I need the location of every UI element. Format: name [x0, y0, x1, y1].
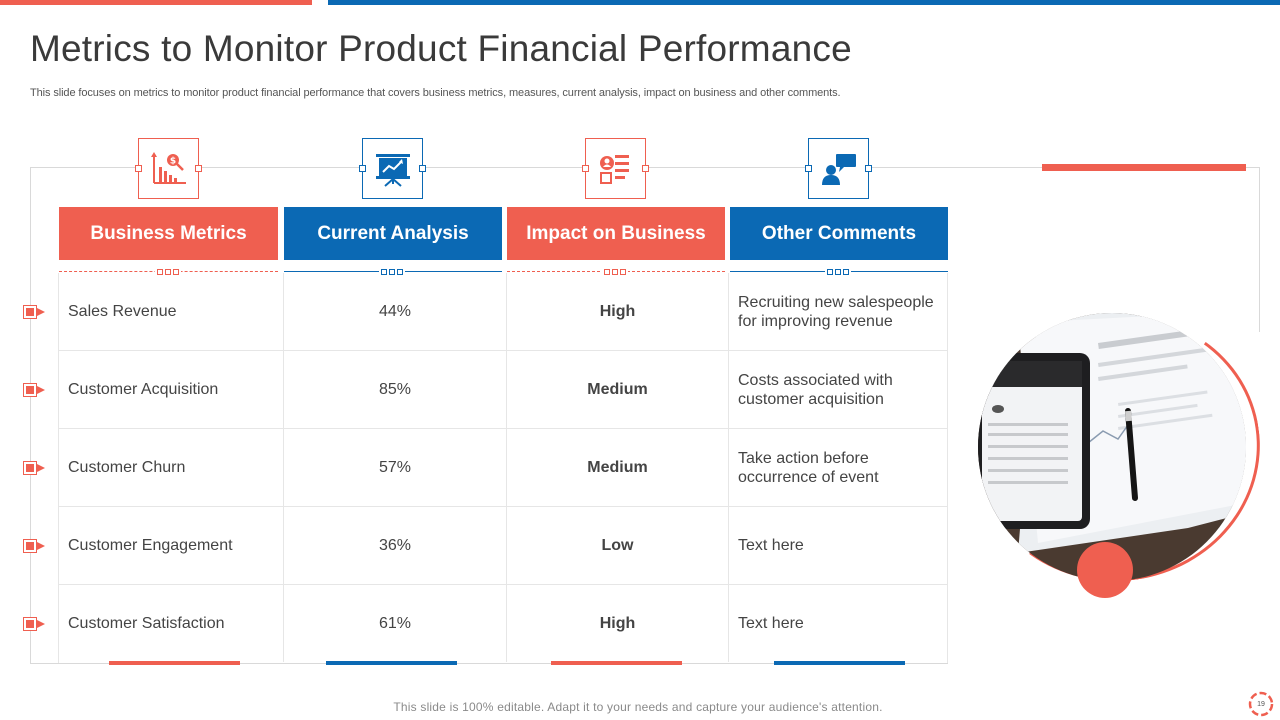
top-accent-bar-blue [328, 0, 1280, 5]
analysis-cell: 44% [283, 273, 506, 350]
impact-cell: High [506, 585, 728, 662]
comment-cell: Costs associated with customer acquisiti… [728, 351, 947, 428]
decorative-accent-bar [1042, 164, 1246, 171]
comment-cell: Text here [728, 507, 947, 584]
header-divider-dots [379, 269, 405, 275]
metric-cell: Sales Revenue [68, 302, 177, 320]
slide-subtitle: This slide focuses on metrics to monitor… [30, 87, 841, 99]
header-divider-dots [825, 269, 851, 275]
metric-cell: Customer Acquisition [68, 380, 219, 398]
table-row: Sales Revenue 44% High Recruiting new sa… [59, 273, 947, 351]
checklist-icon [599, 154, 629, 184]
user-chat-icon-box [805, 138, 872, 199]
metric-cell: Customer Churn [68, 458, 186, 476]
analysis-cell: 61% [283, 585, 506, 662]
impact-cell: Low [506, 507, 728, 584]
comment-cell: Take action before occurrence of event [728, 429, 947, 506]
analysis-cell: 85% [283, 351, 506, 428]
top-accent-bar-red [0, 0, 312, 5]
comment-cell: Text here [728, 585, 947, 662]
metric-cell: Customer Engagement [68, 536, 233, 554]
page-number: 19 [1257, 700, 1265, 708]
table-row: Customer Acquisition 85% Medium Costs as… [59, 351, 947, 429]
financial-chart-icon-box: $ [135, 138, 202, 199]
analysis-cell: 57% [283, 429, 506, 506]
decorative-red-dot [1077, 542, 1133, 598]
svg-text:$: $ [169, 156, 175, 166]
row-marker-icon [23, 617, 47, 631]
table-row: Customer Engagement 36% Low Text here [59, 507, 947, 585]
impact-cell: Medium [506, 429, 728, 506]
user-chat-icon [821, 153, 856, 185]
metrics-table: Sales Revenue 44% High Recruiting new sa… [58, 273, 948, 663]
row-marker-icon [23, 461, 47, 475]
comment-cell: Recruiting new salespeople for improving… [728, 273, 947, 350]
table-row: Customer Churn 57% Medium Take action be… [59, 429, 947, 507]
column-footer-bar [774, 661, 905, 665]
presentation-board-icon-box [359, 138, 426, 199]
impact-cell: Medium [506, 351, 728, 428]
page-number-badge: 19 [1246, 689, 1276, 719]
checklist-icon-box [582, 138, 649, 199]
column-footer-bar [326, 661, 457, 665]
presentation-board-icon [375, 153, 410, 187]
tablet-document-photo [978, 313, 1246, 581]
header-impact-on-business: Impact on Business [507, 207, 725, 260]
slide-title: Metrics to Monitor Product Financial Per… [30, 28, 852, 69]
row-marker-icon [23, 539, 47, 553]
row-marker-icon [23, 383, 47, 397]
table-row: Customer Satisfaction 61% High Text here [59, 585, 947, 663]
row-marker-icon [23, 305, 47, 319]
page-ring-icon [1248, 691, 1274, 717]
header-business-metrics: Business Metrics [59, 207, 278, 260]
frame-line-right [1259, 167, 1260, 332]
frame-line-left [30, 167, 31, 663]
financial-chart-icon: $ [150, 151, 186, 184]
header-other-comments: Other Comments [730, 207, 948, 260]
impact-cell: High [506, 273, 728, 350]
column-footer-bar [551, 661, 682, 665]
header-divider-dots [155, 269, 181, 275]
column-footer-bar [109, 661, 240, 665]
header-divider-dots [602, 269, 628, 275]
slide-footer-note: This slide is 100% editable. Adapt it to… [393, 700, 883, 714]
frame-line-bottom [30, 663, 948, 664]
header-current-analysis: Current Analysis [284, 207, 502, 260]
metric-cell: Customer Satisfaction [68, 614, 225, 632]
analysis-cell: 36% [283, 507, 506, 584]
